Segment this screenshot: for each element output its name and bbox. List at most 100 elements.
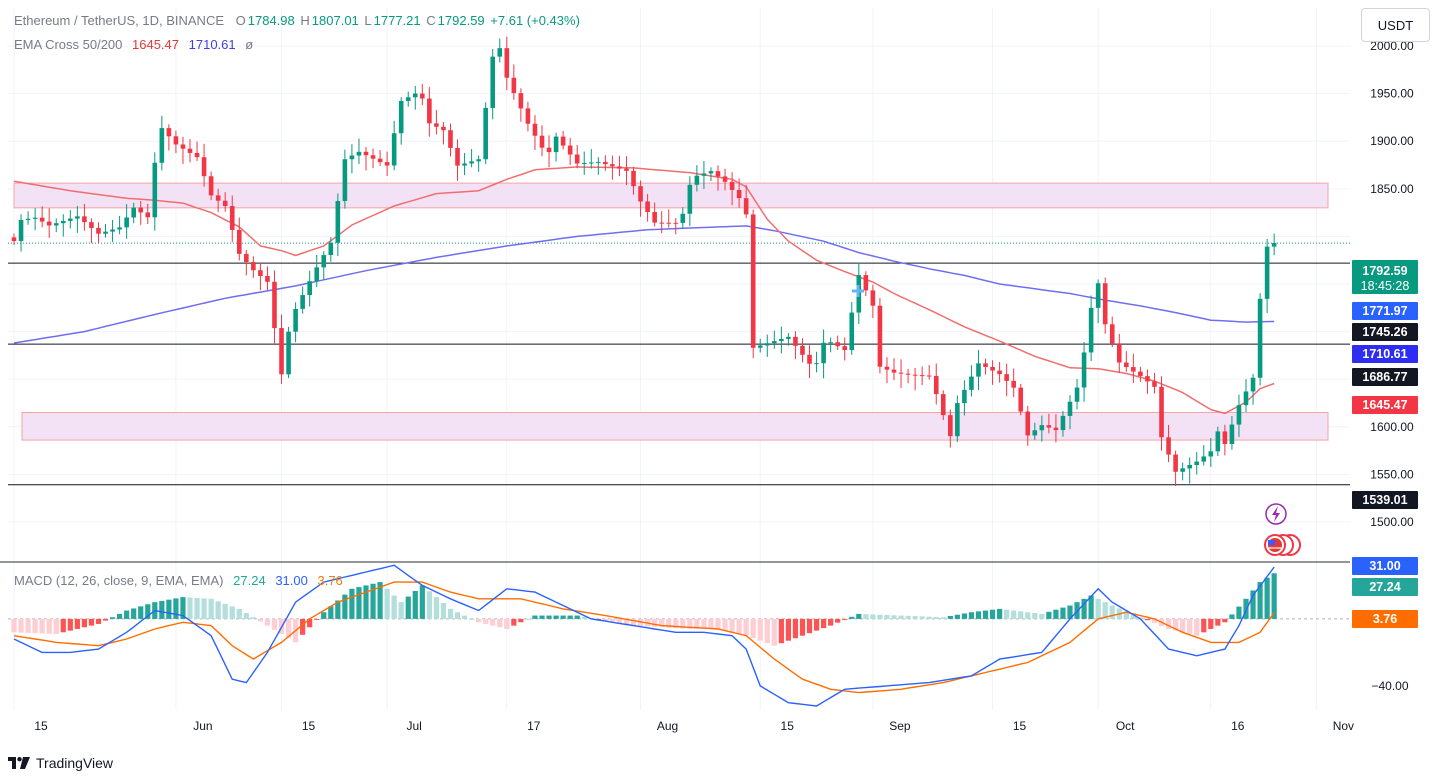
candle-body xyxy=(1250,377,1256,392)
ema50-value: 1645.47 xyxy=(132,37,180,52)
macd-value-label-tag xyxy=(1352,557,1418,575)
macd-histogram-bar xyxy=(813,618,820,631)
time-tick-label: 17 xyxy=(527,719,541,733)
price-label-tag xyxy=(1352,323,1418,341)
macd-legend[interactable]: MACD (12, 26, close, 9, EMA, EMA) 27.24 … xyxy=(14,573,345,588)
candle-body xyxy=(166,128,172,137)
candle-body xyxy=(1053,427,1059,431)
candle-body xyxy=(1152,381,1157,387)
candle-body xyxy=(370,155,376,159)
candle-body xyxy=(32,217,38,219)
candle-body xyxy=(1060,415,1066,431)
candle-body xyxy=(546,147,552,153)
close-label: C xyxy=(426,13,436,28)
macd-histogram-bar xyxy=(285,618,292,639)
macd-histogram-bar xyxy=(208,598,214,619)
candle-body xyxy=(342,159,348,202)
candle-body xyxy=(969,376,974,390)
macd-value-label-tag-label: 3.76 xyxy=(1373,612,1397,626)
macd-histogram-bar xyxy=(215,601,221,619)
candle-body xyxy=(511,77,517,94)
macd-histogram-bar xyxy=(497,618,503,628)
macd-histogram-bar xyxy=(912,616,918,619)
tradingview-logo[interactable]: TradingView xyxy=(8,755,113,771)
candle-body xyxy=(1102,283,1108,325)
candle-body xyxy=(1187,464,1192,469)
macd-histogram-bar xyxy=(1053,609,1059,619)
macd-histogram-bar xyxy=(1046,611,1052,619)
ema-cross-lines xyxy=(13,166,1275,415)
candle-body xyxy=(539,135,545,148)
macd-histogram-bar xyxy=(229,606,235,619)
macd-hist-value: 27.24 xyxy=(233,573,266,588)
macd-histogram-bar xyxy=(81,618,87,628)
candle-body xyxy=(553,136,559,153)
macd-histogram-bar xyxy=(25,618,31,633)
macd-histogram-bar xyxy=(715,618,721,629)
macd-histogram-bar xyxy=(201,598,207,619)
macd-histogram-bar xyxy=(1144,618,1151,621)
candle-body xyxy=(349,155,355,160)
macd-histogram-bar xyxy=(708,618,714,629)
macd-histogram-bar xyxy=(736,618,742,634)
candle-body xyxy=(46,221,52,226)
price-tick-label: 1850.00 xyxy=(1370,182,1414,196)
time-axis[interactable]: 15 Jun 15 Jul 17 Aug 15 Sep 15 Oct 16 Nov xyxy=(34,719,1354,733)
macd-histogram-bar xyxy=(1095,598,1101,619)
macd-histogram-bar xyxy=(131,608,137,619)
candle-body xyxy=(1032,430,1038,436)
price-axis[interactable]: 1500.001550.001600.001650.001700.001750.… xyxy=(1350,0,1441,740)
candle-body xyxy=(948,415,953,437)
macd-tick-label: −40.00 xyxy=(1371,679,1408,693)
candle-body xyxy=(926,375,932,377)
macd-histogram-bar xyxy=(1067,605,1073,619)
macd-histogram-bar xyxy=(173,598,179,619)
candle-body xyxy=(673,222,679,224)
macd-histogram-bar xyxy=(1039,613,1045,619)
candle-body xyxy=(441,126,446,131)
candle-body xyxy=(103,231,108,234)
macd-histogram-bar xyxy=(426,591,432,619)
price-label-tag-label: 1686.77 xyxy=(1362,370,1407,384)
ema-legend[interactable]: EMA Cross 50/200 1645.47 1710.61 ø xyxy=(14,37,255,52)
macd-histogram-bar xyxy=(623,618,630,625)
candle-body xyxy=(603,161,608,165)
macd-histogram-bar xyxy=(1102,602,1108,619)
price-label-tag-label: 1771.97 xyxy=(1362,304,1407,318)
macd-histogram-bar xyxy=(743,618,749,636)
candle-body xyxy=(75,216,80,219)
candle-body xyxy=(293,308,298,332)
macd-histogram-bar xyxy=(1032,613,1038,619)
candle-body xyxy=(1116,343,1122,363)
candle-body xyxy=(1004,374,1009,381)
macd-value-label-tag-label: 31.00 xyxy=(1369,559,1400,573)
macd-histogram-bar xyxy=(102,618,109,621)
macd-signal-value: 3.76 xyxy=(317,573,343,588)
macd-histogram-bar xyxy=(933,616,939,619)
price-label-tag xyxy=(1352,396,1418,414)
macd-histogram-bar xyxy=(806,618,813,634)
macd-histogram-bar xyxy=(982,610,989,619)
time-tick-label: Nov xyxy=(1333,719,1354,733)
candle-body xyxy=(244,253,249,263)
candle-body xyxy=(940,394,946,416)
candle-body xyxy=(624,168,629,171)
candle-body xyxy=(448,130,453,148)
macd-histogram-bar xyxy=(602,618,608,621)
flag-canton xyxy=(1268,540,1275,545)
price-label-tag xyxy=(1352,491,1418,509)
candle-body xyxy=(187,148,193,153)
macd-histogram-bar xyxy=(842,618,848,620)
candle-body xyxy=(736,189,742,199)
currency-button[interactable]: USDT xyxy=(1361,8,1430,42)
macd-histogram-bar xyxy=(1229,614,1235,619)
macd-histogram-bar xyxy=(926,616,932,619)
macd-histogram-bar xyxy=(1004,609,1010,619)
macd-histogram-bar xyxy=(222,603,228,619)
candle-body xyxy=(814,363,819,365)
macd-histogram-bar xyxy=(687,618,693,629)
candle-body xyxy=(117,227,122,230)
candle-body xyxy=(222,200,228,207)
symbol-legend[interactable]: Ethereum / TetherUS, 1D, BINANCE O 1784.9… xyxy=(14,13,582,28)
